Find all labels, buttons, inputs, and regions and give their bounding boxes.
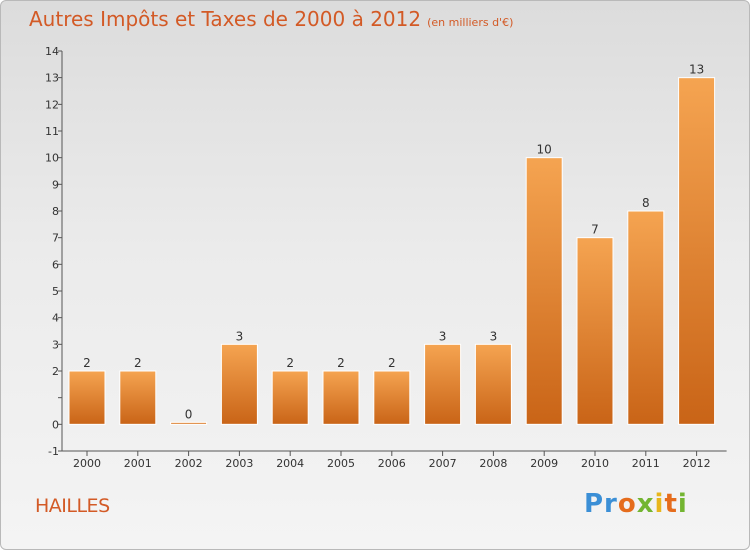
x-tick-label: 2001 [124,457,152,470]
bar [220,343,258,425]
x-tick-label: 2000 [73,457,101,470]
logo-part: i [654,489,665,519]
y-tick-label: 14 [45,45,59,58]
bar [271,370,309,425]
proxiti-logo: Proxiti [584,489,688,519]
logo-part: Pr [584,489,618,519]
bar [627,210,665,425]
bar [322,370,360,425]
y-tick-label: 12 [45,98,59,111]
y-tick-label: 0 [52,418,59,431]
x-tick-label: 2003 [225,457,253,470]
y-tick-label: 4 [52,312,59,325]
value-label: 2 [388,356,396,370]
y-tick-label: 11 [45,125,59,138]
chart-title: Autres Impôts et Taxes de 2000 à 2012 (en… [29,7,513,31]
value-label: 3 [439,329,447,343]
y-axis: -1 0 2 3 4 5 6 7 8 9 10 11 12 13 14 [45,45,63,458]
bar [119,370,157,425]
y-tick-label: 3 [52,338,59,351]
bar [474,343,512,425]
bar [678,77,716,425]
y-tick-label: 8 [52,205,59,218]
value-label: 2 [83,356,91,370]
y-tick-label: 5 [52,285,59,298]
value-label: 2 [134,356,142,370]
x-axis: 2000 2001 2002 2003 2004 2005 2006 2007 2008 2009… [62,450,727,470]
x-tick-label: 2007 [429,457,457,470]
value-label: 3 [236,329,244,343]
value-label: 10 [537,143,552,157]
x-tick-label: 2008 [479,457,507,470]
logo-part: t [664,489,678,519]
commune-name: HAILLES [35,495,110,517]
x-tick-label: 2004 [276,457,304,470]
bar [68,370,106,425]
value-label: 7 [591,223,599,237]
y-tick-label: 6 [52,258,59,271]
chart-subtitle: (en milliers d'€) [427,16,514,29]
y-tick-label: 2 [52,365,59,378]
value-label: 8 [642,196,650,210]
bar [170,421,208,425]
value-label: 2 [337,356,345,370]
chart-title-text: Autres Impôts et Taxes de 2000 à 2012 [29,7,422,31]
value-label: 0 [185,407,193,421]
y-tick-label: 10 [45,152,59,165]
logo-part: i [677,489,688,519]
x-tick-label: 2011 [632,457,660,470]
bar [424,343,462,425]
x-tick-label: 2002 [175,457,203,470]
logo-part: x [636,489,655,519]
x-tick-label: 2005 [327,457,355,470]
y-tick-label: 9 [52,178,59,191]
x-tick-label: 2010 [581,457,609,470]
bar [525,157,563,425]
bar [576,237,614,425]
bar [373,370,411,425]
value-labels: 2 2 0 3 2 2 2 3 3 10 7 8 13 [83,63,704,422]
value-label: 13 [689,63,704,77]
y-tick-label: -1 [48,445,59,458]
value-label: 2 [286,356,294,370]
bars [68,77,716,425]
logo-part: o [617,489,637,519]
y-tick-label: 7 [52,232,59,245]
x-tick-label: 2006 [378,457,406,470]
x-tick-label: 2009 [530,457,558,470]
x-tick-label: 2012 [683,457,711,470]
y-tick-label: 13 [45,72,59,85]
value-label: 3 [490,329,498,343]
